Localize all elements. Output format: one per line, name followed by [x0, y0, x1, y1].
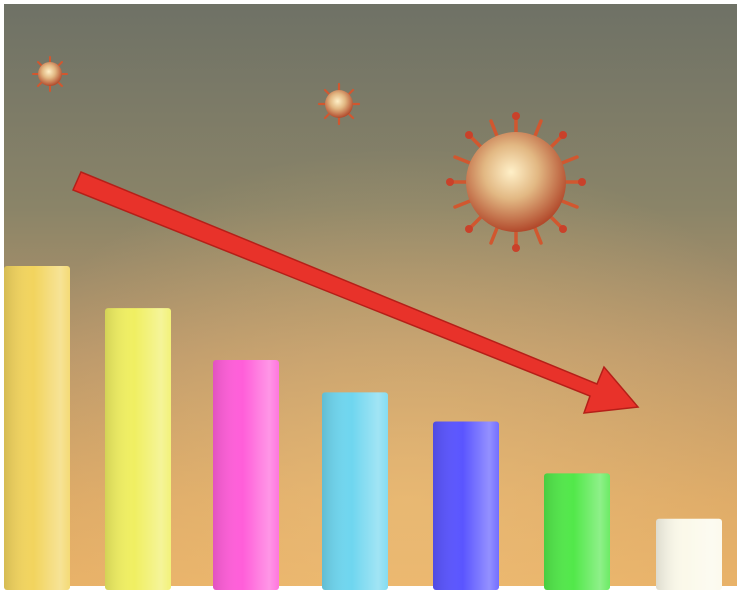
trend-arrow-shape	[71, 171, 640, 414]
coronavirus-particle-icon	[317, 82, 361, 126]
trend-arrow	[71, 171, 640, 414]
chart-bar-highlight	[213, 359, 279, 590]
chart-bar	[105, 308, 171, 590]
chart-bar-highlight	[544, 473, 610, 590]
chart-bar	[213, 359, 279, 590]
chart-bar-highlight	[433, 421, 499, 590]
chart-bar	[433, 421, 499, 590]
coronavirus-particle-icon	[446, 112, 586, 252]
chart-bar-highlight	[656, 518, 722, 590]
chart-bar	[544, 473, 610, 590]
chart-bar	[4, 266, 70, 590]
chart-bar-highlight	[105, 308, 171, 590]
chart-bar	[322, 392, 388, 590]
chart-bar-highlight	[322, 392, 388, 590]
coronavirus-particle-icon	[32, 56, 68, 92]
chart-bar-highlight	[4, 266, 70, 590]
bars-layer	[4, 266, 722, 590]
chart-bar	[656, 518, 722, 590]
